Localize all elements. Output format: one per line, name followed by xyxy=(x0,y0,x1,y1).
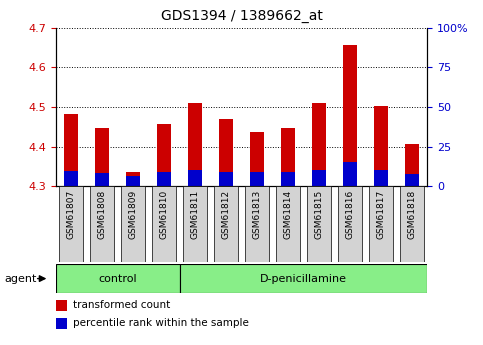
Text: GSM61816: GSM61816 xyxy=(345,190,355,239)
FancyBboxPatch shape xyxy=(56,264,180,293)
Bar xyxy=(126,171,140,186)
Bar xyxy=(374,170,388,186)
Text: percentile rank within the sample: percentile rank within the sample xyxy=(73,318,249,328)
Bar xyxy=(250,132,264,186)
Bar xyxy=(281,172,295,186)
Bar xyxy=(188,103,202,186)
FancyBboxPatch shape xyxy=(338,186,362,262)
FancyBboxPatch shape xyxy=(183,186,207,262)
Bar xyxy=(56,318,68,329)
FancyBboxPatch shape xyxy=(180,264,427,293)
Text: control: control xyxy=(98,274,137,284)
FancyBboxPatch shape xyxy=(121,186,145,262)
Text: GSM61817: GSM61817 xyxy=(376,190,385,239)
Text: GSM61807: GSM61807 xyxy=(67,190,75,239)
Text: GSM61815: GSM61815 xyxy=(314,190,324,239)
Text: GSM61812: GSM61812 xyxy=(222,190,230,239)
Text: GSM61814: GSM61814 xyxy=(284,190,293,239)
Bar xyxy=(281,128,295,186)
FancyBboxPatch shape xyxy=(152,186,176,262)
Text: GSM61811: GSM61811 xyxy=(190,190,199,239)
FancyBboxPatch shape xyxy=(276,186,300,262)
Bar xyxy=(64,171,78,186)
Bar xyxy=(405,174,419,186)
FancyBboxPatch shape xyxy=(307,186,331,262)
Bar xyxy=(219,119,233,186)
Bar xyxy=(250,172,264,186)
Bar xyxy=(312,170,326,186)
FancyBboxPatch shape xyxy=(58,186,84,262)
Bar xyxy=(343,162,357,186)
Bar xyxy=(188,170,202,186)
FancyBboxPatch shape xyxy=(90,186,114,262)
Text: GSM61810: GSM61810 xyxy=(159,190,169,239)
Bar xyxy=(95,173,109,186)
Text: GSM61818: GSM61818 xyxy=(408,190,416,239)
Bar xyxy=(157,124,171,186)
Text: GSM61813: GSM61813 xyxy=(253,190,261,239)
Bar xyxy=(343,45,357,186)
FancyBboxPatch shape xyxy=(399,186,425,262)
FancyBboxPatch shape xyxy=(213,186,239,262)
Bar xyxy=(374,106,388,186)
Text: D-penicillamine: D-penicillamine xyxy=(260,274,347,284)
Bar xyxy=(312,103,326,186)
Bar xyxy=(56,299,68,311)
Text: GSM61809: GSM61809 xyxy=(128,190,138,239)
FancyBboxPatch shape xyxy=(369,186,393,262)
Text: GSM61808: GSM61808 xyxy=(98,190,107,239)
Text: transformed count: transformed count xyxy=(73,300,170,310)
Bar xyxy=(126,176,140,186)
Bar xyxy=(405,144,419,186)
Bar xyxy=(157,171,171,186)
Text: GDS1394 / 1389662_at: GDS1394 / 1389662_at xyxy=(160,9,323,23)
Bar xyxy=(219,172,233,186)
Text: agent: agent xyxy=(5,274,37,284)
Bar xyxy=(64,114,78,186)
Bar xyxy=(95,128,109,186)
FancyBboxPatch shape xyxy=(244,186,270,262)
